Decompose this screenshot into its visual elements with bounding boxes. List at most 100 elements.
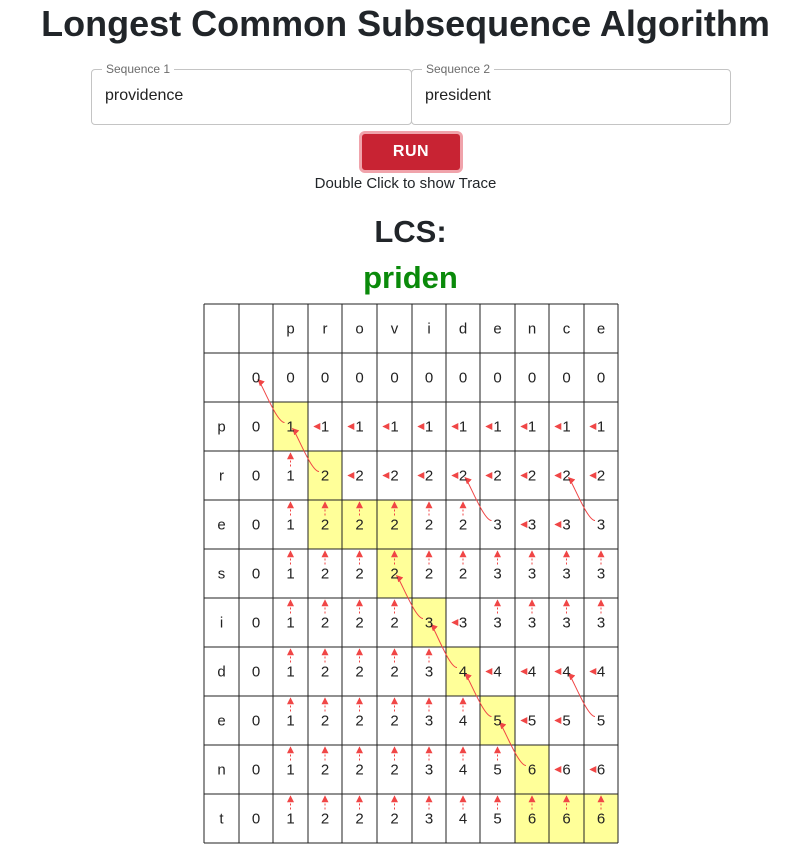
table-cell: 2 xyxy=(321,811,329,828)
row-header: n xyxy=(217,762,225,779)
table-cell: 1 xyxy=(286,713,294,730)
table-cell: 4 xyxy=(459,762,467,779)
table-cell: 2 xyxy=(355,566,363,583)
table-cell: 1 xyxy=(286,615,294,632)
row-header: d xyxy=(217,664,225,681)
table-cell: 3 xyxy=(425,811,433,828)
table-cell: 0 xyxy=(252,370,260,387)
table-cell: 0 xyxy=(252,517,260,534)
highlighted-cell xyxy=(446,647,480,696)
table-cell: 2 xyxy=(390,664,398,681)
column-header: e xyxy=(597,321,605,338)
table-cell: 1 xyxy=(597,419,605,436)
sequence-2-field[interactable]: Sequence 2 xyxy=(411,62,731,125)
table-cell: 5 xyxy=(528,713,536,730)
table-cell: 1 xyxy=(286,468,294,485)
table-cell: 1 xyxy=(286,566,294,583)
column-header: o xyxy=(355,321,363,338)
table-cell: 1 xyxy=(425,419,433,436)
column-header: n xyxy=(528,321,536,338)
table-cell: 2 xyxy=(390,517,398,534)
sequence-1-input[interactable] xyxy=(105,87,385,105)
table-cell: 3 xyxy=(597,566,605,583)
page-title: Longest Common Subsequence Algorithm xyxy=(41,3,770,44)
highlighted-cell xyxy=(377,500,412,549)
table-cell: 1 xyxy=(286,664,294,681)
trace-arrow-diagonal xyxy=(568,673,596,717)
table-cell: 6 xyxy=(597,762,605,779)
trace-arrow-diagonal xyxy=(257,379,285,423)
table-cell: 4 xyxy=(459,664,467,681)
sequence-2-label: Sequence 2 xyxy=(422,62,495,76)
row-header: s xyxy=(218,566,226,583)
highlighted-cell xyxy=(308,451,342,500)
column-header: r xyxy=(323,321,328,338)
table-cell: 1 xyxy=(321,419,329,436)
trace-arrow-diagonal xyxy=(292,428,320,472)
table-cell: 0 xyxy=(493,370,501,387)
table-cell: 2 xyxy=(528,468,536,485)
table-cell: 2 xyxy=(390,762,398,779)
table-cell: 2 xyxy=(390,615,398,632)
table-cell: 1 xyxy=(286,811,294,828)
table-cell: 2 xyxy=(459,468,467,485)
trace-arrow-diagonal xyxy=(499,722,527,766)
table-cell: 6 xyxy=(528,762,536,779)
table-cell: 2 xyxy=(390,468,398,485)
column-header: p xyxy=(286,321,294,338)
table-cell: 3 xyxy=(425,713,433,730)
table-cell: 0 xyxy=(252,615,260,632)
table-cell: 2 xyxy=(321,468,329,485)
table-cell: 3 xyxy=(528,615,536,632)
table-cell: 1 xyxy=(355,419,363,436)
table-cell: 2 xyxy=(597,468,605,485)
table-cell: 0 xyxy=(252,811,260,828)
table-cell: 3 xyxy=(597,615,605,632)
table-cell: 0 xyxy=(425,370,433,387)
row-header: i xyxy=(220,615,223,632)
table-cell: 3 xyxy=(562,517,570,534)
highlighted-cell xyxy=(412,598,446,647)
table-cell: 3 xyxy=(493,517,501,534)
table-cell: 2 xyxy=(425,566,433,583)
table-cell: 2 xyxy=(355,762,363,779)
table-cell: 2 xyxy=(425,517,433,534)
table-cell: 5 xyxy=(493,713,501,730)
trace-arrow-diagonal xyxy=(396,575,424,619)
table-cell: 6 xyxy=(528,811,536,828)
table-cell: 6 xyxy=(562,762,570,779)
sequence-1-field[interactable]: Sequence 1 xyxy=(91,62,412,125)
column-header: v xyxy=(391,321,399,338)
sequence-2-input[interactable] xyxy=(425,87,705,105)
table-cell: 0 xyxy=(252,713,260,730)
table-cell: 2 xyxy=(390,811,398,828)
table-cell: 3 xyxy=(459,615,467,632)
table-cell: 0 xyxy=(355,370,363,387)
table-cell: 2 xyxy=(355,517,363,534)
table-cell: 0 xyxy=(528,370,536,387)
table-cell: 2 xyxy=(493,468,501,485)
table-cell: 5 xyxy=(562,713,570,730)
column-header: c xyxy=(563,321,571,338)
table-cell: 3 xyxy=(562,615,570,632)
table-cell: 6 xyxy=(597,811,605,828)
column-header: i xyxy=(427,321,430,338)
table-cell: 3 xyxy=(425,615,433,632)
table-cell: 2 xyxy=(321,566,329,583)
table-cell: 2 xyxy=(425,468,433,485)
run-button[interactable]: RUN xyxy=(359,131,463,173)
lcs-heading: LCS: xyxy=(374,214,447,249)
table-cell: 2 xyxy=(321,664,329,681)
table-cell: 2 xyxy=(390,566,398,583)
table-cell: 3 xyxy=(597,517,605,534)
table-cell: 0 xyxy=(390,370,398,387)
table-cell: 3 xyxy=(528,566,536,583)
table-cell: 2 xyxy=(355,811,363,828)
row-header: p xyxy=(217,419,225,436)
highlighted-cell xyxy=(308,500,342,549)
table-cell: 1 xyxy=(459,419,467,436)
table-cell: 3 xyxy=(425,664,433,681)
table-cell: 0 xyxy=(252,762,260,779)
table-cell: 3 xyxy=(528,517,536,534)
